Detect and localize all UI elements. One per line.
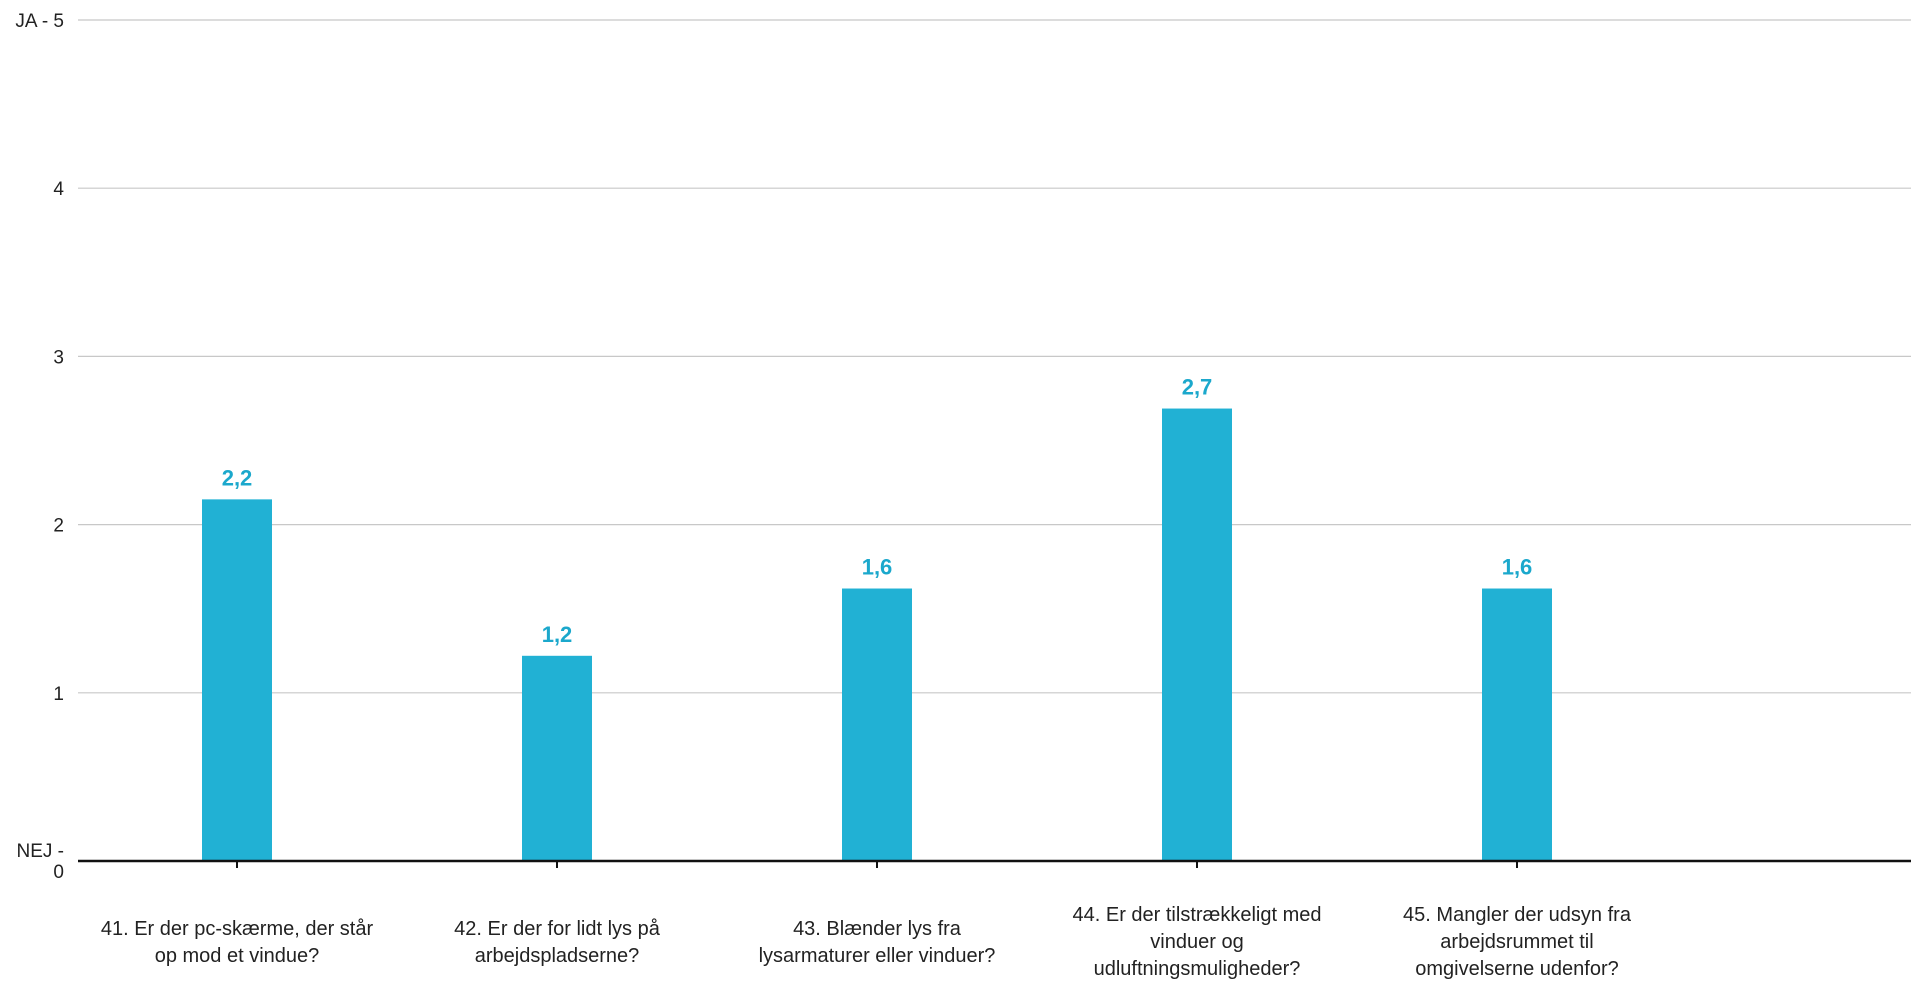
y-tick-label: 3 (53, 347, 64, 368)
x-tick-label: 44. Er der tilstrækkeligt med vinduer og u… (1073, 904, 1322, 980)
y-tick-label: NEJ -0 (17, 841, 65, 883)
y-tick-label-line: 4 (53, 179, 64, 200)
data-label: 2,7 (1182, 375, 1213, 400)
x-tick-label-line: arbejdspladserne? (475, 945, 640, 967)
x-tick-label-line: 43. Blænder lys fra (793, 918, 962, 940)
data-label: 1,2 (542, 622, 573, 647)
x-tick-label-line: lysarmaturer eller vinduer? (759, 945, 996, 967)
gridlines (78, 19, 1911, 694)
y-tick-label: 2 (53, 516, 64, 537)
bar (522, 655, 592, 861)
y-tick-label-line: JA - 5 (15, 11, 64, 32)
bar (1482, 588, 1552, 861)
bars (202, 408, 1552, 861)
labels: JA - 5 4 3 2 1 NEJ -0 2,2 41. Er der pc-skærme,… (15, 11, 1631, 980)
y-tick-label: 1 (53, 684, 64, 705)
bar (202, 499, 272, 861)
x-tick-label: 42. Er der for lidt lys på arbejdspladser… (454, 918, 661, 967)
y-tick-label: 4 (53, 179, 64, 200)
x-tick-label: 41. Er der pc-skærme, der står op mod et … (101, 918, 374, 967)
y-tick-label-line: 1 (53, 684, 64, 705)
x-tick-label-line: omgivelserne udenfor? (1415, 958, 1618, 980)
x-tick-label-line: udluftningsmuligheder? (1094, 958, 1301, 980)
data-label: 1,6 (862, 555, 893, 580)
x-tick-label-line: arbejdsrummet til (1440, 931, 1593, 953)
y-tick-label-line: 0 (53, 862, 64, 883)
data-label: 1,6 (1502, 555, 1533, 580)
axes (78, 859, 1911, 868)
x-tick-label-line: vinduer og (1150, 931, 1243, 953)
x-tick-label-line: 42. Er der for lidt lys på (454, 918, 661, 940)
bar (842, 588, 912, 861)
y-tick-label-line: 2 (53, 516, 64, 537)
x-tick-label: 45. Mangler der udsyn fra arbejdsrummet t… (1403, 904, 1632, 980)
x-tick-label-line: 44. Er der tilstrækkeligt med (1073, 904, 1322, 926)
x-tick-label-line: 45. Mangler der udsyn fra (1403, 904, 1632, 926)
x-tick-label-line: op mod et vindue? (155, 945, 320, 967)
y-tick-label-line: NEJ - (17, 841, 65, 862)
x-tick-label: 43. Blænder lys fra lysarmaturer eller vi… (759, 918, 996, 967)
data-label: 2,2 (222, 465, 253, 490)
bar (1162, 408, 1232, 861)
y-tick-label-line: 3 (53, 347, 64, 368)
x-tick-label-line: 41. Er der pc-skærme, der står (101, 918, 374, 940)
y-tick-label: JA - 5 (15, 11, 64, 32)
